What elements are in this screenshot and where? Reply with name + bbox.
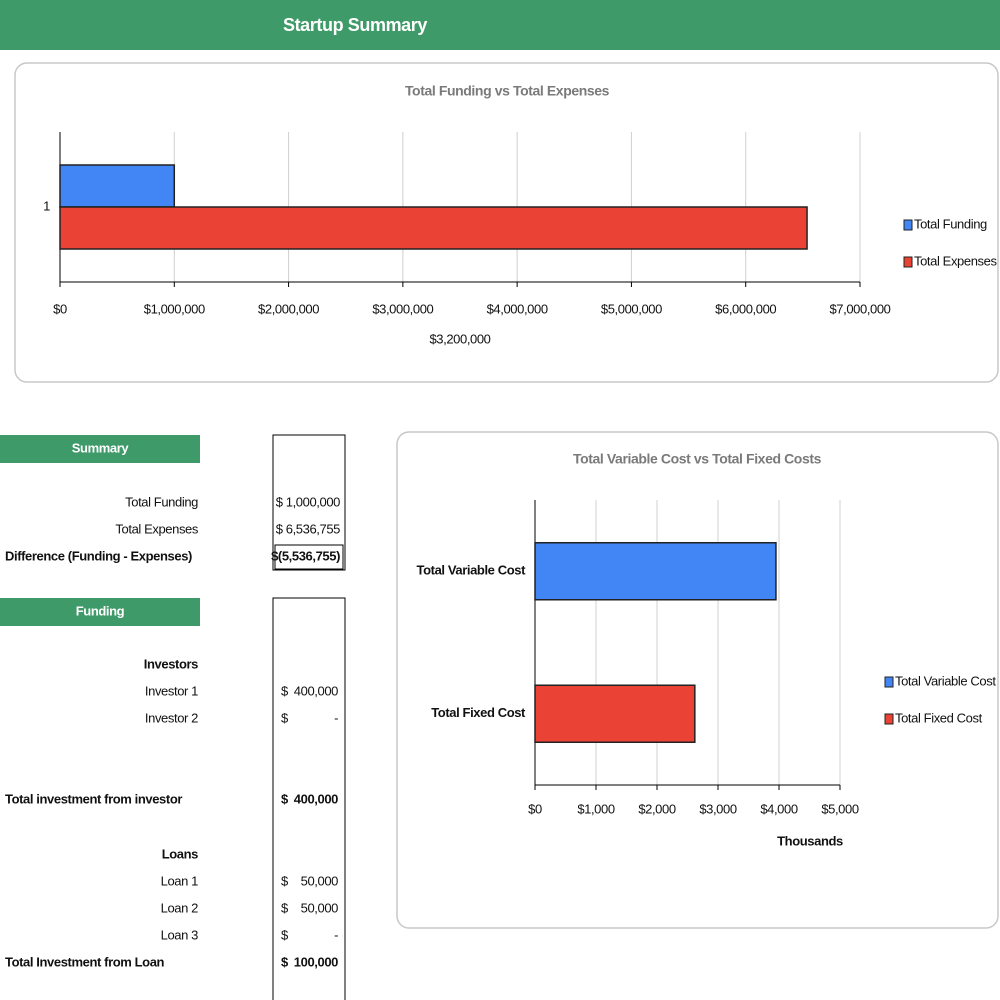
x-tick-label: $3,000 [699,801,737,816]
x-tick-label: $5,000,000 [601,301,662,316]
row-label: Investor 1 [145,683,198,698]
row-value: 400,000 [294,791,338,806]
currency-sign: $ [281,927,289,942]
currency-sign: $ [281,683,289,698]
annotation: $3,200,000 [429,331,490,346]
total-box [274,544,344,570]
section-bar [0,598,200,626]
bar [534,542,777,601]
value-column [272,597,346,1000]
row-value: $(5,536,755) [271,548,340,563]
category-label: Total Fixed Cost [431,705,526,720]
chart-title: Total Funding vs Total Expenses [405,83,610,99]
header-bar [0,0,1000,50]
legend-label: Total Funding [914,216,987,231]
legend-label: Total Fixed Cost [895,710,983,725]
x-tick-label: $0 [528,801,542,816]
currency-sign: $ [281,954,289,969]
bar [59,164,176,208]
category-label: 1 [43,198,50,213]
currency-sign: $ [281,873,289,888]
bar [59,206,808,250]
row-label: Investors [144,656,198,671]
row-value: 50,000 [301,873,339,888]
x-tick-label: $4,000,000 [487,301,548,316]
currency-sign: $ [281,791,289,806]
row-label: Total Funding [125,494,198,509]
legend-swatch [884,676,894,688]
currency-sign: $ [281,710,289,725]
row-label: Loans [162,846,198,861]
row-value: $ 1,000,000 [276,494,340,509]
bar [534,684,696,743]
x-tick-label: $4,000 [760,801,798,816]
currency-sign: $ [281,900,289,915]
category-label: Total Variable Cost [417,563,527,578]
row-label: Total investment from investor [5,791,182,806]
row-label: Total Expenses [115,521,198,536]
row-value: 50,000 [301,900,339,915]
row-label: Loan 3 [161,927,199,942]
legend-swatch [884,713,894,725]
row-label: Total Investment from Loan [5,954,165,969]
section-title: Funding [76,603,125,618]
chart-title: Total Variable Cost vs Total Fixed Costs [573,451,822,467]
x-tick-label: $2,000 [638,801,676,816]
legend-swatch [903,219,913,231]
x-tick-label: $0 [53,301,67,316]
row-label: Loan 2 [161,900,199,915]
section-title: Summary [72,440,130,455]
row-value: - [334,927,338,942]
row-value: $ 6,536,755 [276,521,340,536]
row-value: 400,000 [294,683,338,698]
header-title: Startup Summary [283,15,427,35]
x-tick-label: $5,000 [821,801,859,816]
row-label: Difference (Funding - Expenses) [5,548,192,563]
x-tick-label: $2,000,000 [258,301,319,316]
x-axis-label: Thousands [777,833,843,848]
row-value: 100,000 [294,954,338,969]
legend-label: Total Variable Cost [895,673,996,688]
legend-swatch [903,256,913,268]
row-value: - [334,710,338,725]
section-bar [0,435,200,463]
x-tick-label: $1,000,000 [144,301,205,316]
x-tick-label: $1,000 [577,801,615,816]
x-tick-label: $7,000,000 [829,301,890,316]
x-tick-label: $3,000,000 [372,301,433,316]
row-label: Loan 1 [161,873,199,888]
value-column [272,434,346,571]
legend-label: Total Expenses [914,253,997,268]
x-tick-label: $6,000,000 [715,301,776,316]
row-label: Investor 2 [145,710,198,725]
